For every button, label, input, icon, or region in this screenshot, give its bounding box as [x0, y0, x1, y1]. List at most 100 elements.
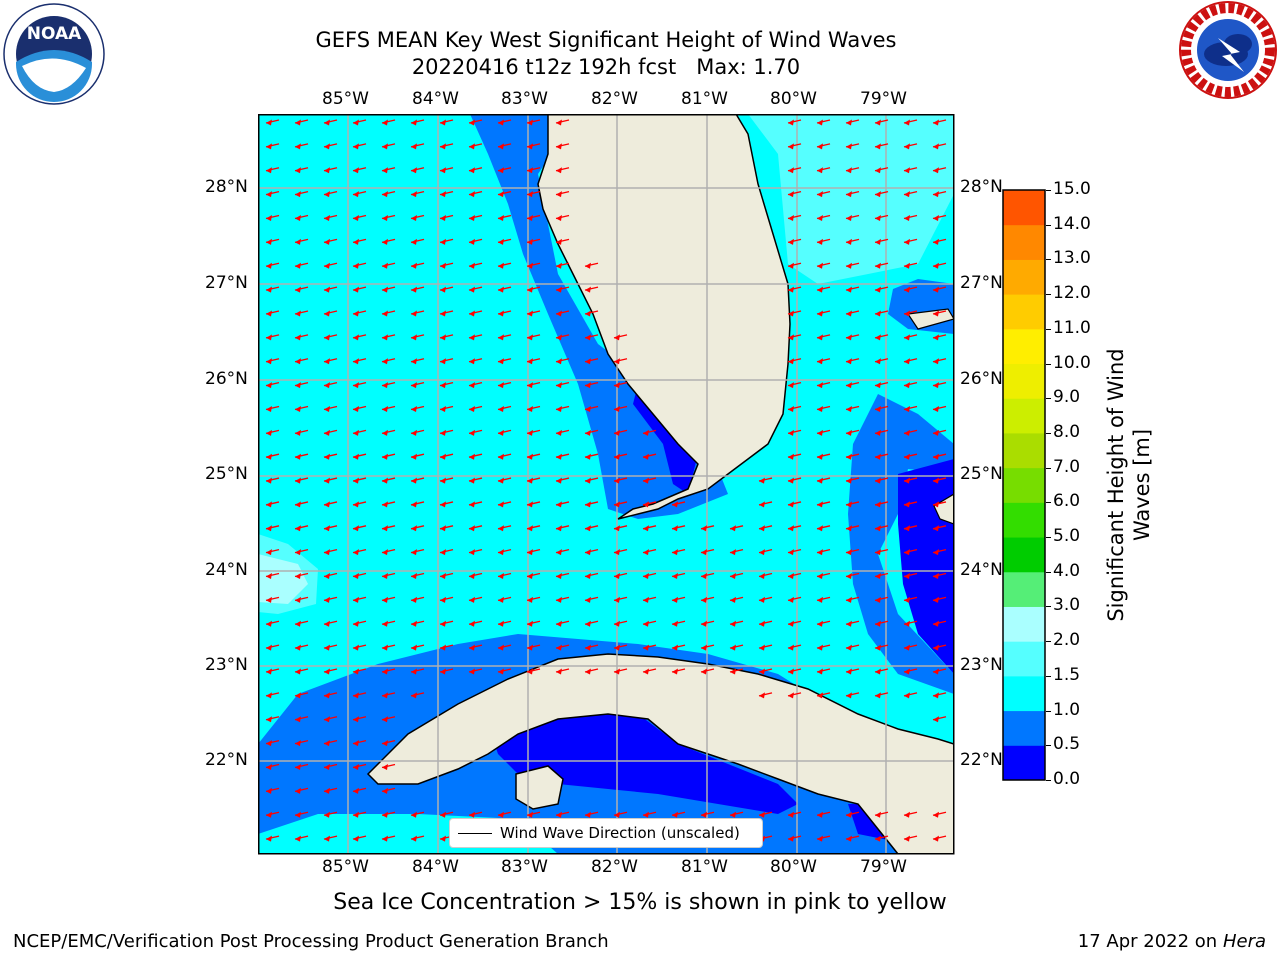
wind-wave-arrowhead: [701, 573, 707, 580]
wind-wave-arrowhead: [614, 477, 620, 484]
wind-wave-arrowhead: [382, 262, 388, 269]
wind-wave-arrowhead: [788, 191, 794, 198]
wind-wave-arrowhead: [353, 405, 359, 412]
wind-wave-arrowhead: [846, 429, 852, 436]
wind-wave-arrowhead: [382, 692, 388, 699]
wind-wave-arrowhead: [440, 286, 446, 293]
wind-wave-arrowhead: [440, 429, 446, 436]
wind-wave-arrowhead: [933, 501, 939, 508]
wind-wave-arrowhead: [933, 716, 939, 723]
wind-wave-arrowhead: [411, 620, 417, 627]
colorbar-tick-label: 15.0: [1053, 179, 1091, 199]
wind-wave-arrowhead: [527, 811, 533, 818]
wind-wave-arrowhead: [846, 405, 852, 412]
wind-wave-arrowhead: [295, 716, 301, 723]
wind-wave-arrowhead: [875, 644, 881, 651]
wind-wave-arrowhead: [527, 214, 533, 221]
colorbar-segment: [1003, 537, 1045, 573]
wave-region-2-3-west: [258, 554, 308, 604]
wind-wave-arrowhead: [904, 191, 910, 198]
wind-wave-arrowhead: [382, 596, 388, 603]
wind-wave-arrowhead: [266, 764, 272, 771]
lat-label: 25°N: [205, 464, 248, 484]
colorbar-segment: [1003, 224, 1045, 260]
wind-wave-arrowhead: [846, 238, 852, 245]
wind-wave-arrowhead: [411, 167, 417, 174]
wind-wave-arrowhead: [904, 835, 910, 842]
colorbar-tick-label: 7.0: [1053, 456, 1081, 477]
wind-wave-arrowhead: [295, 692, 301, 699]
wind-wave-arrowhead: [585, 549, 591, 556]
wind-wave-arrowhead: [933, 668, 939, 675]
wind-wave-arrowhead: [817, 262, 823, 269]
wind-wave-arrowhead: [469, 620, 475, 627]
wind-wave-arrowhead: [817, 573, 823, 580]
wind-wave-arrowhead: [730, 573, 736, 580]
wind-wave-arrowhead: [933, 692, 939, 699]
wind-wave-arrowhead: [498, 501, 504, 508]
wind-wave-arrowhead: [295, 214, 301, 221]
wind-wave-arrowhead: [498, 310, 504, 317]
colorbar-tick-mark: [1046, 467, 1051, 469]
wind-wave-arrowhead: [875, 214, 881, 221]
wind-wave-arrowhead: [382, 429, 388, 436]
wind-wave-arrowhead: [643, 644, 649, 651]
wind-wave-arrowhead: [382, 620, 388, 627]
wind-wave-arrowhead: [353, 477, 359, 484]
wind-wave-arrowhead: [672, 596, 678, 603]
wind-wave-arrowhead: [701, 644, 707, 651]
wind-wave-arrowhead: [411, 119, 417, 126]
wind-wave-arrowhead: [933, 644, 939, 651]
wind-wave-arrowhead: [846, 167, 852, 174]
wind-wave-arrowhead: [759, 692, 765, 699]
wind-wave-arrowhead: [382, 764, 388, 771]
wind-wave-arrowhead: [353, 453, 359, 460]
wind-wave-arrowhead: [527, 620, 533, 627]
wind-wave-arrowhead: [411, 644, 417, 651]
wind-wave-arrowhead: [846, 382, 852, 389]
wind-wave-arrowhead: [411, 596, 417, 603]
colorbar-segment: [1003, 259, 1045, 295]
wind-wave-arrowhead: [875, 310, 881, 317]
lat-label: 27°N: [960, 273, 1003, 293]
wind-wave-arrowhead: [498, 405, 504, 412]
wind-wave-arrowhead: [353, 429, 359, 436]
wind-wave-arrowhead: [469, 644, 475, 651]
wind-wave-arrowhead: [353, 835, 359, 842]
wind-wave-arrowhead: [324, 453, 330, 460]
wind-wave-arrowhead: [353, 740, 359, 747]
chart-title-line2: 20220416 t12z 192h fcst Max: 1.70: [411, 55, 801, 79]
colorbar: [1002, 189, 1046, 781]
wind-wave-arrowhead: [556, 167, 562, 174]
wind-wave-arrowhead: [788, 382, 794, 389]
wind-wave-arrowhead: [556, 453, 562, 460]
lon-label: 84°W: [412, 857, 459, 877]
lon-label: 80°W: [770, 857, 817, 877]
wind-wave-arrowhead: [527, 167, 533, 174]
wind-wave-arrowhead: [904, 214, 910, 221]
wind-wave-arrowhead: [353, 787, 359, 794]
wind-wave-arrowhead: [875, 405, 881, 412]
wind-wave-arrowhead: [266, 525, 272, 532]
wind-wave-arrowhead: [701, 811, 707, 818]
colorbar-segment: [1003, 294, 1045, 330]
wind-wave-arrowhead: [469, 382, 475, 389]
lat-label: 28°N: [960, 177, 1003, 197]
wind-wave-arrowhead: [788, 477, 794, 484]
wind-wave-arrowhead: [788, 835, 794, 842]
wind-wave-arrowhead: [556, 405, 562, 412]
colorbar-segment: [1003, 745, 1045, 781]
wind-wave-arrowhead: [295, 549, 301, 556]
wind-wave-arrowhead: [353, 811, 359, 818]
wind-wave-arrowhead: [440, 573, 446, 580]
wind-wave-arrowhead: [324, 787, 330, 794]
wind-wave-arrowhead: [904, 644, 910, 651]
wind-wave-arrowhead: [614, 382, 620, 389]
wind-wave-arrowhead: [411, 525, 417, 532]
wind-wave-arrowhead: [498, 429, 504, 436]
wind-wave-arrowhead: [266, 405, 272, 412]
wind-wave-arrowhead: [788, 358, 794, 365]
wind-wave-arrowhead: [904, 453, 910, 460]
wind-wave-arrowhead: [817, 453, 823, 460]
wind-wave-arrowhead: [933, 596, 939, 603]
